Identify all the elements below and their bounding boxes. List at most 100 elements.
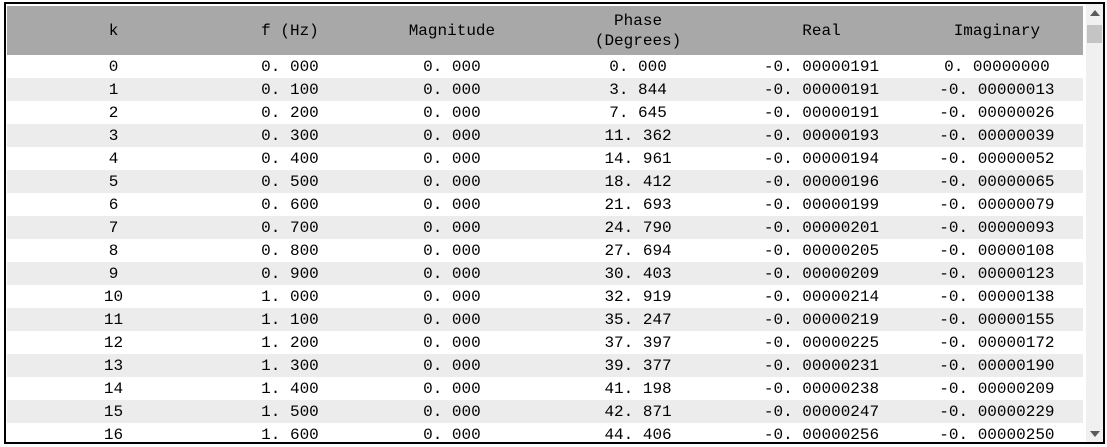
frequency-table: k f (Hz) Magnitude Phase (Degrees) Real …	[7, 6, 1083, 442]
column-header-k: k	[7, 6, 221, 55]
cell-k: 11	[103, 310, 124, 329]
cell-phase: 27. 694	[604, 241, 672, 260]
cell-k: 4	[108, 149, 119, 168]
cell-imaginary: -0. 00000026	[939, 103, 1055, 122]
cell-magnitude: 0. 000	[423, 333, 481, 352]
cell-imaginary: -0. 00000155	[939, 310, 1055, 329]
cell-magnitude: 0. 000	[423, 241, 481, 260]
cell-k: 7	[108, 218, 119, 237]
scroll-up-button[interactable]	[1086, 4, 1103, 21]
cell-magnitude: 0. 000	[423, 57, 481, 76]
cell-imaginary: -0. 00000190	[939, 356, 1055, 375]
table-row: 14 1. 400 0. 000 41. 198 -0. 00000238 -0. 000…	[7, 377, 1083, 400]
cell-imaginary: -0. 00000229	[939, 402, 1055, 421]
cell-f: 1. 000	[261, 287, 319, 306]
cell-phase: 3. 844	[609, 80, 667, 99]
table-row: 7 0. 700 0. 000 24. 790 -0. 00000201 -0. 0000…	[7, 216, 1083, 239]
cell-k: 5	[108, 172, 119, 191]
column-header-phase-line2: (Degrees)	[594, 31, 682, 50]
table-row: 12 1. 200 0. 000 37. 397 -0. 00000225 -0. 000…	[7, 331, 1083, 354]
table-row: 2 0. 200 0. 000 7. 645 -0. 00000191 -0. 00000…	[7, 101, 1083, 124]
cell-real: -0. 00000209	[763, 264, 880, 283]
cell-k: 13	[103, 356, 124, 375]
table-row: 3 0. 300 0. 000 11. 362 -0. 00000193 -0. 0000…	[7, 124, 1083, 147]
table-row: 4 0. 400 0. 000 14. 961 -0. 00000194 -0. 0000…	[7, 147, 1083, 170]
cell-phase: 32. 919	[604, 287, 672, 306]
table-row: 0 0. 000 0. 000 0. 000 -0. 00000191 0. 000000…	[7, 55, 1083, 78]
cell-k: 6	[108, 195, 119, 214]
cell-magnitude: 0. 000	[423, 287, 481, 306]
cell-magnitude: 0. 000	[423, 264, 481, 283]
cell-phase: 0. 000	[609, 57, 667, 76]
cell-f: 0. 500	[261, 172, 319, 191]
cell-magnitude: 0. 000	[423, 402, 481, 421]
cell-f: 1. 400	[261, 379, 319, 398]
vertical-scrollbar[interactable]	[1086, 4, 1103, 442]
cell-phase: 41. 198	[604, 379, 672, 398]
cell-real: -0. 00000191	[763, 80, 880, 99]
cell-f: 1. 200	[261, 333, 319, 352]
column-header-frequency: f (Hz)	[220, 6, 360, 55]
cell-phase: 42. 871	[604, 402, 672, 421]
cell-k: 10	[103, 287, 124, 306]
table-row: 10 1. 000 0. 000 32. 919 -0. 00000214 -0. 000…	[7, 285, 1083, 308]
cell-magnitude: 0. 000	[423, 80, 481, 99]
cell-k: 15	[103, 402, 124, 421]
cell-k: 14	[103, 379, 124, 398]
cell-real: -0. 00000219	[763, 310, 880, 329]
cell-phase: 37. 397	[604, 333, 672, 352]
frequency-table-panel: k f (Hz) Magnitude Phase (Degrees) Real …	[4, 2, 1105, 444]
cell-real: -0. 00000191	[763, 103, 880, 122]
table-row: 11 1. 100 0. 000 35. 247 -0. 00000219 -0. 000…	[7, 308, 1083, 331]
cell-real: -0. 00000201	[763, 218, 880, 237]
cell-real: -0. 00000194	[763, 149, 880, 168]
scrollbar-thumb[interactable]	[1087, 25, 1102, 43]
cell-f: 0. 600	[261, 195, 319, 214]
cell-f: 0. 000	[261, 57, 319, 76]
table-row: 6 0. 600 0. 000 21. 693 -0. 00000199 -0. 0000…	[7, 193, 1083, 216]
cell-imaginary: 0. 00000000	[944, 57, 1050, 76]
cell-real: -0. 00000193	[763, 126, 880, 145]
cell-k: 16	[103, 425, 124, 443]
cell-real: -0. 00000196	[763, 172, 880, 191]
cell-f: 1. 300	[261, 356, 319, 375]
cell-real: -0. 00000247	[763, 402, 880, 421]
column-header-magnitude: Magnitude	[359, 6, 544, 55]
cell-f: 0. 200	[261, 103, 319, 122]
table-row: 9 0. 900 0. 000 30. 403 -0. 00000209 -0. 0000…	[7, 262, 1083, 285]
cell-phase: 35. 247	[604, 310, 672, 329]
cell-real: -0. 00000199	[763, 195, 880, 214]
table-row: 15 1. 500 0. 000 42. 871 -0. 00000247 -0. 000…	[7, 400, 1083, 423]
column-header-phase-line1: Phase	[614, 11, 663, 30]
cell-phase: 14. 961	[604, 149, 672, 168]
scroll-down-button[interactable]	[1086, 425, 1103, 442]
cell-k: 3	[108, 126, 119, 145]
table-header: k f (Hz) Magnitude Phase (Degrees) Real …	[7, 6, 1083, 55]
cell-f: 0. 900	[261, 264, 319, 283]
cell-real: -0. 00000225	[763, 333, 880, 352]
cell-imaginary: -0. 00000093	[939, 218, 1055, 237]
table-row: 5 0. 500 0. 000 18. 412 -0. 00000196 -0. 0000…	[7, 170, 1083, 193]
column-header-imaginary: Imaginary	[910, 6, 1083, 55]
cell-imaginary: -0. 00000138	[939, 287, 1055, 306]
cell-imaginary: -0. 00000123	[939, 264, 1055, 283]
table-row: 8 0. 800 0. 000 27. 694 -0. 00000205 -0. 0000…	[7, 239, 1083, 262]
cell-imaginary: -0. 00000108	[939, 241, 1055, 260]
cell-imaginary: -0. 00000250	[939, 425, 1055, 443]
cell-real: -0. 00000205	[763, 241, 880, 260]
cell-phase: 11. 362	[604, 126, 672, 145]
cell-f: 0. 400	[261, 149, 319, 168]
cell-magnitude: 0. 000	[423, 195, 481, 214]
cell-imaginary: -0. 00000209	[939, 379, 1055, 398]
cell-phase: 39. 377	[604, 356, 672, 375]
cell-k: 9	[108, 264, 119, 283]
cell-magnitude: 0. 000	[423, 218, 481, 237]
cell-k: 12	[103, 333, 124, 352]
cell-imaginary: -0. 00000065	[939, 172, 1055, 191]
arrow-down-icon	[1089, 430, 1100, 437]
cell-imaginary: -0. 00000172	[939, 333, 1055, 352]
cell-f: 0. 100	[261, 80, 319, 99]
cell-magnitude: 0. 000	[423, 126, 481, 145]
column-header-real: Real	[732, 6, 911, 55]
cell-magnitude: 0. 000	[423, 149, 481, 168]
